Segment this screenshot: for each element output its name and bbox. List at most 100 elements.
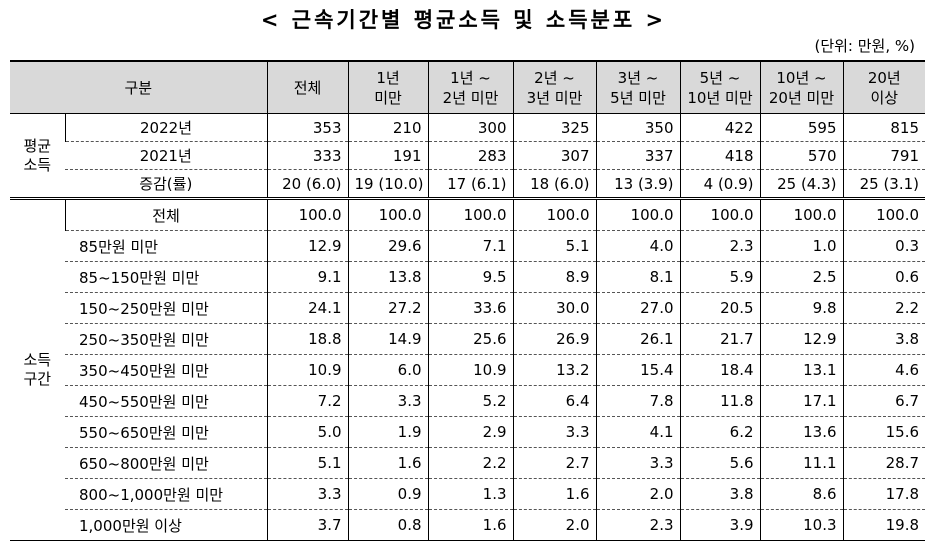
cell: 350	[595, 113, 681, 142]
cell: 791	[842, 141, 926, 170]
cell: 11.1	[759, 447, 844, 479]
cell: 2.2	[427, 447, 514, 479]
cell: 26.9	[512, 323, 597, 355]
cell: 100.0	[759, 197, 844, 231]
cell: 17.8	[842, 478, 926, 510]
cell: 100.0	[266, 197, 349, 231]
cell: 1.0	[759, 230, 844, 262]
cell: 13.8	[347, 261, 429, 293]
cell: 5.2	[427, 385, 514, 417]
row-label: 2021년	[65, 141, 268, 170]
cell: 2.5	[759, 261, 844, 293]
header-line: 전체	[293, 78, 322, 97]
group-label-line: 구간	[23, 370, 52, 388]
cell: 595	[759, 113, 844, 142]
header-cell: 3년 ~5년 미만	[595, 60, 681, 114]
row-label: 800~1,000만원 미만	[65, 478, 268, 510]
row: 150~250만원 미만 24.1 27.2 33.6 30.0 27.0 20.5 9.8 2…	[10, 292, 926, 324]
cell: 0.8	[347, 509, 429, 541]
group-label-line: 소득	[23, 351, 52, 369]
row-label: 2022년	[64, 113, 268, 142]
cell: 4 (0.9)	[679, 169, 761, 199]
cell: 10.3	[759, 509, 844, 541]
table-body: 평균 소득 2022년 353 210 300 325 350 422 595 815 2021년 33…	[10, 113, 926, 541]
row: 85만원 미만 12.9 29.6 7.1 5.1 4.0 2.3 1.0 0.3	[10, 230, 926, 262]
row-label: 1,000만원 이상	[65, 509, 268, 541]
cell: 4.6	[842, 354, 926, 386]
row-label: 85만원 미만	[65, 230, 268, 262]
row: 550~650만원 미만 5.0 1.9 2.9 3.3 4.1 6.2 13.6 15.6	[10, 416, 926, 448]
header-line: 5년 ~	[699, 68, 741, 87]
cell: 26.1	[595, 323, 681, 355]
cell: 7.1	[427, 230, 514, 262]
row-label: 450~550만원 미만	[65, 385, 268, 417]
cell: 0.6	[842, 261, 926, 293]
cell: 1.3	[427, 478, 514, 510]
header-line: 이상	[870, 88, 899, 107]
row: 증감(률) 20 (6.0) 19 (10.0) 17 (6.1) 18 (6.0) 13…	[10, 169, 926, 199]
cell: 3.8	[842, 323, 926, 355]
row-label: 전체	[64, 197, 268, 231]
title: < 근속기간별 평균소득 및 소득분포 >	[260, 8, 667, 32]
cell: 337	[595, 141, 681, 170]
row: 85~150만원 미만 9.1 13.8 9.5 8.9 8.1 5.9 2.5 0.6	[10, 261, 926, 293]
cell: 33.6	[427, 292, 514, 324]
cell: 4.0	[595, 230, 681, 262]
cell: 24.1	[266, 292, 349, 324]
cell: 3.3	[266, 478, 349, 510]
cell: 100.0	[512, 197, 597, 231]
cell: 8.9	[512, 261, 597, 293]
cell: 325	[512, 113, 597, 142]
row: 650~800만원 미만 5.1 1.6 2.2 2.7 3.3 5.6 11.1 28.7	[10, 447, 926, 479]
cell: 6.4	[512, 385, 597, 417]
header-line: 20년 미만	[768, 88, 835, 107]
cell: 17 (6.1)	[427, 169, 514, 199]
header-line: 1년	[376, 68, 400, 87]
cell: 2.9	[427, 416, 514, 448]
header-cell: 구분	[10, 60, 268, 114]
cell: 6.7	[842, 385, 926, 417]
row: 350~450만원 미만 10.9 6.0 10.9 13.2 15.4 18.4 13.1 4…	[10, 354, 926, 386]
cell: 7.2	[266, 385, 349, 417]
header-cell: 10년 ~20년 미만	[759, 60, 844, 114]
cell: 9.1	[266, 261, 349, 293]
cell: 18 (6.0)	[512, 169, 597, 199]
cell: 15.4	[595, 354, 681, 386]
cell: 100.0	[595, 197, 681, 231]
cell: 5.9	[679, 261, 761, 293]
cell: 815	[842, 113, 926, 142]
cell: 11.8	[679, 385, 761, 417]
group-label: 소득 구간	[10, 197, 65, 541]
cell: 9.5	[427, 261, 514, 293]
cell: 18.8	[266, 323, 349, 355]
table-header: 구분 전체 1년 미만 1년 ~2년 미만 2년 ~3년 미만 3년 ~5년 미만 5년 ~1…	[10, 60, 926, 114]
cell: 3.3	[512, 416, 597, 448]
data-table: 구분 전체 1년 미만 1년 ~2년 미만 2년 ~3년 미만 3년 ~5년 미만 5년 ~1…	[10, 60, 926, 541]
cell: 6.0	[347, 354, 429, 386]
cell: 5.0	[266, 416, 349, 448]
cell: 25.6	[427, 323, 514, 355]
group-label: 평균 소득	[10, 113, 65, 199]
header-line: 5년 미만	[610, 88, 666, 107]
cell: 100.0	[842, 197, 926, 231]
row: 800~1,000만원 미만 3.3 0.9 1.3 1.6 2.0 3.8 8.6 17.8	[10, 478, 926, 510]
header-line: 구분	[124, 78, 153, 97]
header-line: 10년 미만	[687, 88, 753, 107]
cell: 3.7	[266, 509, 349, 541]
cell: 300	[427, 113, 514, 142]
cell: 418	[679, 141, 761, 170]
header-line: 2년 ~	[534, 68, 575, 87]
cell: 100.0	[427, 197, 514, 231]
cell: 100.0	[347, 197, 429, 231]
cell: 353	[266, 113, 349, 142]
row: 2021년 333 191 283 307 337 418 570 791	[10, 141, 926, 170]
cell: 27.0	[595, 292, 681, 324]
header-cell: 20년 이상	[842, 60, 926, 114]
cell: 27.2	[347, 292, 429, 324]
cell: 13.2	[512, 354, 597, 386]
row: 평균 소득 2022년 353 210 300 325 350 422 595 815	[10, 113, 926, 199]
cell: 20 (6.0)	[266, 169, 349, 199]
cell: 283	[427, 141, 514, 170]
cell: 20.5	[679, 292, 761, 324]
row-label: 550~650만원 미만	[65, 416, 268, 448]
